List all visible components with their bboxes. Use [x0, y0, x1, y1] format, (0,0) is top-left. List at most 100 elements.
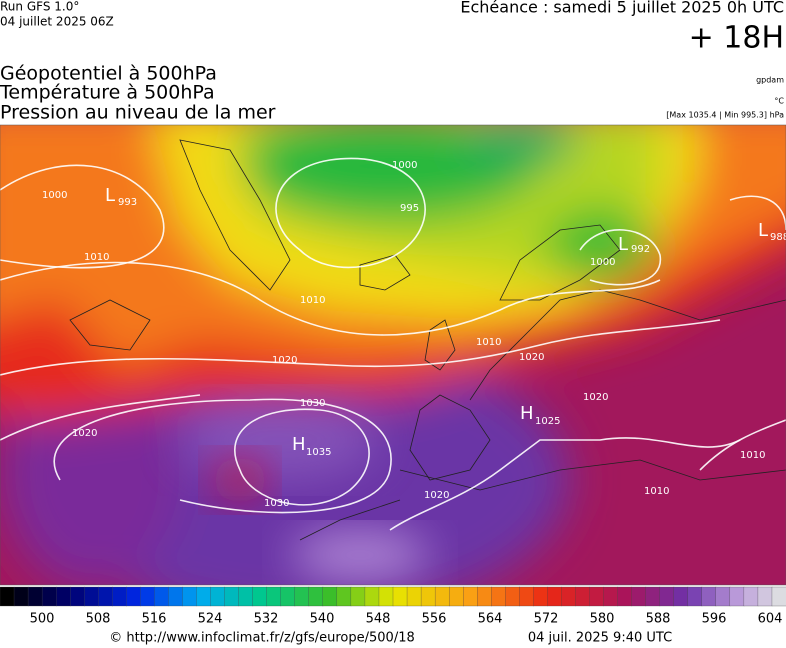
colorbar-swatch: [41, 586, 57, 607]
isobar-label: 1000: [392, 160, 417, 171]
isobar-label: 1000: [590, 257, 615, 268]
footer-url: © http://www.infoclimat.fr/z/gfs/europe/…: [109, 631, 415, 646]
colorbar-swatch: [561, 586, 576, 607]
colorbar-swatch: [13, 586, 29, 607]
coastlines: [69, 139, 786, 541]
colorbar-swatch: [715, 586, 731, 607]
isobar-label: 1010: [300, 295, 325, 306]
isobar-label: 1010: [476, 337, 501, 348]
colorbar-swatch: [603, 586, 619, 607]
unit: [Max 1035.4 | Min 995.3] hPa: [666, 111, 784, 120]
low-marker: L: [758, 220, 768, 241]
map-frame: [0, 124, 786, 586]
colorbar-swatch: [294, 586, 310, 607]
colorbar-label: 580: [590, 612, 615, 627]
colorbar-swatch: [533, 586, 548, 607]
colorbar-label: 556: [422, 612, 447, 627]
colorbar-swatch: [27, 586, 43, 607]
colorbar-label: 596: [702, 612, 727, 627]
model: Run GFS 1.0°: [0, 0, 79, 14]
colorbar-swatch: [280, 586, 296, 607]
colorbar-swatch: [55, 586, 71, 607]
colorbar-swatch: [575, 586, 590, 607]
isobar-label: 1010: [644, 486, 669, 497]
colorbar-swatch: [378, 586, 394, 607]
colorbar-swatch: [168, 586, 183, 607]
field: Température à 500hPa: [0, 82, 215, 104]
isobar-label: 993: [118, 197, 137, 208]
colorbar-swatch: [463, 586, 478, 607]
run: 04 juillet 2025 06Z: [0, 15, 114, 29]
colorbar-label: 604: [758, 612, 783, 627]
isobar-label: 1025: [535, 416, 560, 427]
low-marker: L: [105, 185, 115, 206]
field: Géopotentiel à 500hPa: [0, 63, 217, 85]
colorbar-swatch: [743, 586, 759, 607]
footer-date: 04 juil. 2025 9:40 UTC: [528, 631, 672, 646]
isobars: [0, 157, 786, 531]
colorbar-swatch: [182, 586, 197, 607]
colorbar-label: 532: [254, 612, 279, 627]
colorbar-swatch: [491, 586, 506, 607]
colorbar-swatch: [477, 586, 492, 607]
colorbar-swatch: [0, 586, 15, 607]
colorbar-swatch: [617, 586, 633, 607]
colorbar: 500 508 516 524 532 540 548 556 564 572 580 588 596 6…: [0, 586, 786, 627]
colorbar-swatch: [336, 586, 352, 607]
colorbar-swatch: [308, 586, 324, 607]
colorbar-swatch: [448, 586, 464, 607]
colorbar-swatch: [645, 586, 661, 607]
low-marker: L: [618, 234, 628, 255]
isobar-label: 1010: [84, 252, 109, 263]
high-marker: H: [292, 434, 306, 455]
colorbar-swatch: [434, 586, 450, 607]
colorbar-label: 588: [646, 612, 671, 627]
colorbar-swatch: [771, 586, 786, 607]
colorbar-swatch: [364, 586, 380, 607]
colorbar-swatch: [224, 586, 240, 607]
isobar-label: 1020: [519, 352, 544, 363]
colorbar-swatch: [140, 586, 155, 607]
isobar-label: 1000: [42, 190, 67, 201]
isobar-label: 1010: [740, 450, 765, 461]
colorbar-swatch: [757, 586, 773, 607]
colorbar-label: 572: [534, 612, 559, 627]
isobar-label: 992: [631, 244, 650, 255]
isobar-label: 988: [770, 232, 786, 243]
isobar-label: 1020: [72, 428, 97, 439]
colorbar-swatch: [420, 586, 436, 607]
colorbar-swatch: [84, 586, 99, 607]
colorbar-swatch: [238, 586, 254, 607]
colorbar-swatch: [589, 586, 604, 607]
colorbar-swatch: [392, 586, 408, 607]
colorbar-label: 524: [198, 612, 223, 627]
colorbar-swatch: [98, 586, 113, 607]
lead-time: + 18H: [689, 21, 784, 56]
field: Pression au niveau de la mer: [0, 102, 276, 124]
isobar-label: 1020: [424, 490, 449, 501]
colorbar-swatch: [505, 586, 520, 607]
colorbar-swatch: [154, 586, 169, 607]
colorbar-swatch: [252, 586, 268, 607]
colorbar-swatch: [70, 586, 85, 607]
colorbar-swatch: [322, 586, 338, 607]
isobar-label: 1020: [272, 355, 297, 366]
echeance: Echéance : samedi 5 juillet 2025 0h UTC: [460, 0, 784, 17]
colorbar-swatch: [659, 586, 675, 607]
colorbar-swatch: [196, 586, 211, 607]
unit: gpdam: [756, 76, 784, 85]
colorbar-swatch: [126, 586, 141, 607]
high-marker: H: [520, 403, 534, 424]
map: L 993 1000 1010 995 1000 1010 L 992 L 98…: [0, 125, 786, 585]
colorbar-swatch: [631, 586, 647, 607]
colorbar-swatch: [406, 586, 422, 607]
colorbar-label: 500: [30, 612, 55, 627]
isobar-label: 1030: [300, 398, 325, 409]
unit: °C: [774, 97, 784, 106]
colorbar-swatch: [701, 586, 717, 607]
colorbar-swatch: [266, 586, 282, 607]
colorbar-swatch: [729, 586, 745, 607]
colorbar-label: 564: [478, 612, 503, 627]
colorbar-swatch: [350, 586, 366, 607]
